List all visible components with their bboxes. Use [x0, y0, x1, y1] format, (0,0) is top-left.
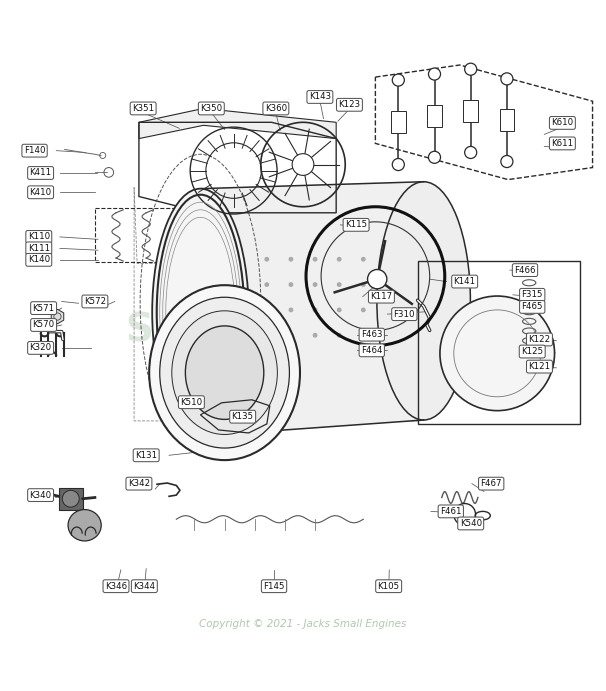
- Ellipse shape: [171, 311, 278, 435]
- Text: K125: K125: [521, 347, 544, 356]
- Text: K410: K410: [30, 188, 52, 197]
- Bar: [59, 488, 83, 509]
- Ellipse shape: [185, 326, 264, 419]
- Text: K135: K135: [231, 412, 254, 422]
- Circle shape: [240, 333, 245, 338]
- Bar: [427, 105, 442, 126]
- Circle shape: [264, 257, 269, 262]
- Circle shape: [440, 296, 554, 410]
- Text: F467: F467: [481, 479, 502, 488]
- Text: K111: K111: [28, 244, 50, 253]
- Circle shape: [313, 333, 318, 338]
- Text: K123: K123: [338, 100, 361, 109]
- Circle shape: [313, 307, 318, 312]
- Ellipse shape: [149, 285, 300, 460]
- Text: K510: K510: [181, 398, 202, 407]
- Text: F310: F310: [393, 310, 415, 319]
- Circle shape: [288, 307, 293, 312]
- Bar: [391, 111, 405, 133]
- Circle shape: [337, 282, 342, 287]
- Text: K342: K342: [128, 479, 150, 488]
- Circle shape: [501, 155, 513, 167]
- Text: K340: K340: [30, 491, 52, 500]
- Circle shape: [313, 257, 318, 262]
- Text: K115: K115: [345, 220, 367, 229]
- Text: K105: K105: [378, 582, 400, 591]
- Circle shape: [361, 333, 366, 338]
- Circle shape: [264, 307, 269, 312]
- Circle shape: [240, 307, 245, 312]
- Text: K121: K121: [528, 362, 550, 371]
- Text: F466: F466: [514, 265, 536, 274]
- Text: K320: K320: [30, 343, 52, 352]
- Circle shape: [361, 307, 366, 312]
- Circle shape: [288, 282, 293, 287]
- Text: F145: F145: [263, 582, 285, 591]
- Circle shape: [240, 282, 245, 287]
- Text: SMALL ENGINES: SMALL ENGINES: [127, 312, 479, 350]
- Circle shape: [264, 333, 269, 338]
- Circle shape: [337, 333, 342, 338]
- Circle shape: [361, 282, 366, 287]
- Text: K411: K411: [30, 169, 52, 178]
- Ellipse shape: [160, 297, 290, 448]
- Circle shape: [465, 63, 477, 75]
- Text: K141: K141: [454, 277, 476, 286]
- Circle shape: [428, 151, 441, 163]
- Circle shape: [501, 73, 513, 85]
- Polygon shape: [201, 182, 424, 436]
- Ellipse shape: [68, 509, 101, 541]
- Text: F140: F140: [24, 146, 45, 155]
- Text: Copyright © 2021 - Jacks Small Engines: Copyright © 2021 - Jacks Small Engines: [199, 619, 407, 630]
- Circle shape: [428, 68, 441, 80]
- Circle shape: [240, 257, 245, 262]
- Circle shape: [465, 146, 477, 158]
- Polygon shape: [139, 108, 336, 139]
- Text: K110: K110: [28, 232, 50, 241]
- Text: K570: K570: [33, 321, 55, 330]
- Text: K571: K571: [33, 303, 55, 312]
- Bar: [500, 109, 514, 131]
- Text: K346: K346: [105, 582, 127, 591]
- Text: F315: F315: [522, 290, 543, 299]
- Circle shape: [361, 257, 366, 262]
- Text: F461: F461: [440, 507, 462, 516]
- Circle shape: [292, 153, 314, 176]
- Text: K610: K610: [551, 118, 573, 127]
- Text: K360: K360: [265, 104, 287, 113]
- Circle shape: [368, 269, 387, 289]
- Circle shape: [264, 282, 269, 287]
- Circle shape: [392, 158, 404, 171]
- Ellipse shape: [377, 182, 470, 420]
- Text: K540: K540: [459, 519, 482, 528]
- Text: K117: K117: [370, 292, 393, 301]
- Circle shape: [62, 491, 79, 507]
- Text: K351: K351: [132, 104, 154, 113]
- Circle shape: [337, 257, 342, 262]
- Text: K344: K344: [133, 582, 155, 591]
- Circle shape: [313, 282, 318, 287]
- Text: JACKS: JACKS: [238, 278, 368, 316]
- Circle shape: [337, 307, 342, 312]
- Text: K143: K143: [309, 93, 331, 102]
- Text: F465: F465: [522, 303, 543, 312]
- Text: K131: K131: [135, 451, 157, 460]
- Circle shape: [288, 257, 293, 262]
- Circle shape: [392, 74, 404, 86]
- Text: K122: K122: [528, 335, 550, 344]
- Circle shape: [288, 333, 293, 338]
- Ellipse shape: [152, 189, 248, 436]
- Text: K140: K140: [28, 256, 50, 265]
- Text: F463: F463: [361, 330, 382, 339]
- Text: K350: K350: [200, 104, 222, 113]
- Text: K572: K572: [84, 297, 106, 306]
- Text: F464: F464: [361, 346, 382, 354]
- Bar: [464, 100, 478, 122]
- Text: K611: K611: [551, 139, 573, 148]
